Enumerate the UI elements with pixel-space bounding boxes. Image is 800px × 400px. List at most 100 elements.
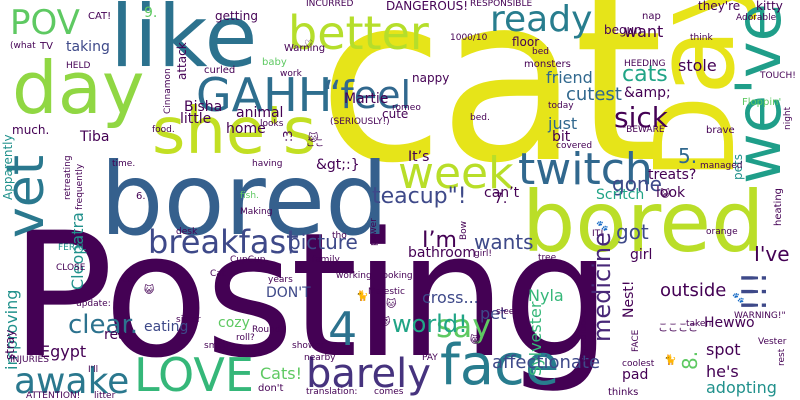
word-world: world! [392, 310, 468, 338]
word-think: think [690, 33, 713, 43]
word-cats-excl: Cats! [260, 364, 302, 383]
word-outside: outside [660, 280, 727, 301]
word-shower: shower [292, 341, 325, 351]
word-japanese-2: ここ [306, 139, 325, 149]
word-its: It’s [408, 149, 430, 165]
word-touch: TOUCH! [760, 71, 796, 81]
word-begun: begun [604, 23, 642, 37]
word-affectionate: affectionate [492, 352, 601, 373]
word-cant: can’t [484, 185, 520, 201]
word-cozy: cozy [218, 315, 250, 331]
word-teacup: teacup"! [372, 184, 467, 209]
word-five: 5. [678, 144, 698, 168]
emoji-cat-face-icon: 😺 [144, 285, 155, 296]
word-nest: Nest! [621, 280, 637, 318]
word-real: real. [104, 327, 135, 343]
word-beware: "BEWARE [622, 125, 665, 135]
word-today: today [548, 101, 574, 111]
word-excl: !!! [735, 271, 775, 312]
emoji-paw-prints-2-icon: 🐾 [732, 293, 745, 304]
word-ratio: 1000/10 [450, 33, 488, 43]
word-warning: Warning [284, 43, 326, 54]
word-heeding: HEEDING [624, 59, 666, 69]
word-twitch: twitch [518, 144, 653, 195]
word-girl: girl [630, 247, 653, 263]
word-tiba: Tiba [80, 129, 110, 145]
word-kitty: kitty [756, 0, 783, 13]
word-working: working [336, 271, 372, 281]
word-bathroom: bathroom [408, 245, 477, 261]
word-gt: &gt;:} [316, 157, 360, 173]
emoji-heart-eyes-cat-icon: 😻 [380, 317, 391, 328]
word-bored-2: bored [522, 173, 765, 271]
word-pudding: Pudding [220, 345, 261, 356]
word-bit: bit [552, 129, 571, 145]
word-cupcup: CupCup [230, 255, 266, 265]
word-love: LOVE [134, 348, 254, 400]
word-pov: POV [10, 3, 80, 43]
word-dont: DON'T [266, 285, 311, 301]
word-it: IT! [592, 229, 604, 239]
word-close: CLOSE [56, 263, 86, 273]
heart-glyph: ♡ [304, 39, 313, 50]
word-round: Round. [252, 325, 284, 335]
word-ready: ready [490, 0, 593, 40]
word-ill: I'll [88, 365, 99, 375]
word-night: night [783, 106, 793, 130]
word-adorable: Adorable [736, 13, 777, 23]
word-roll: roll? [236, 333, 255, 343]
word-little: little [180, 111, 212, 127]
word-taken: taken [686, 319, 712, 329]
word-bow: Bow [459, 220, 469, 240]
word-flopping: Floppin' [742, 97, 782, 108]
word-four: 4 [328, 302, 358, 356]
word-pad: pad [622, 367, 649, 383]
word-better: better [288, 6, 429, 60]
word-family: family [312, 255, 340, 265]
word-baby: baby [262, 57, 287, 68]
word-food: food. [152, 125, 175, 135]
word-girl-excl: girl! [474, 249, 493, 259]
word-thinks: thinks [608, 387, 639, 398]
word-hes: he's [706, 362, 739, 381]
word-bored-1: bored [100, 141, 389, 258]
word-got: got [616, 220, 649, 244]
word-bisha: Bisha [184, 99, 223, 115]
word-curled: curled [204, 65, 236, 76]
word-nine: 9. [144, 5, 158, 21]
word-update: update: [76, 299, 111, 309]
word-seriously: (SERIOUSLY!) [330, 117, 390, 127]
word-apparently: Apparently [1, 134, 15, 200]
word-egypt: Egypt [40, 342, 87, 361]
word-colon-three: :3 [281, 130, 295, 142]
word-medicine: medicine [588, 232, 616, 342]
word-cats: cats [622, 62, 668, 87]
word-cute: cute [382, 107, 409, 121]
emoji-walking-cat-2-icon: 🐈 [664, 355, 677, 366]
word-friend: friend [546, 68, 593, 87]
word-eating: eating [144, 319, 189, 335]
word-small: small [204, 341, 228, 351]
word-romeo: romeo [392, 103, 421, 113]
word-cinnamon: Cinnamon [163, 68, 173, 114]
word-litter: litter [94, 391, 116, 400]
word-like: like [110, 0, 258, 87]
word-scritch: Scritch [596, 187, 645, 203]
word-cat: cat [318, 0, 664, 214]
word-nyla: Nyla [528, 286, 564, 305]
word-japanese: ここここ [658, 323, 698, 334]
word-getting: getting [215, 9, 258, 23]
word-cross: cross... [422, 288, 479, 307]
word-having: having [252, 159, 283, 169]
word-cat-caps: CAT! [88, 11, 112, 22]
word-desk: desk [176, 227, 198, 237]
word-managed: managed [700, 161, 743, 171]
word-nappy: nappy [412, 71, 450, 85]
word-pet: pet [480, 304, 507, 323]
word-picture: picture [288, 230, 358, 254]
word-comes: comes [374, 387, 404, 397]
emoji-walking-cat-icon: 🐈 [356, 291, 369, 302]
word-vester: Vester [758, 337, 787, 347]
word-incurred: INCURRED [306, 0, 354, 9]
word-sick: sick [614, 101, 668, 134]
